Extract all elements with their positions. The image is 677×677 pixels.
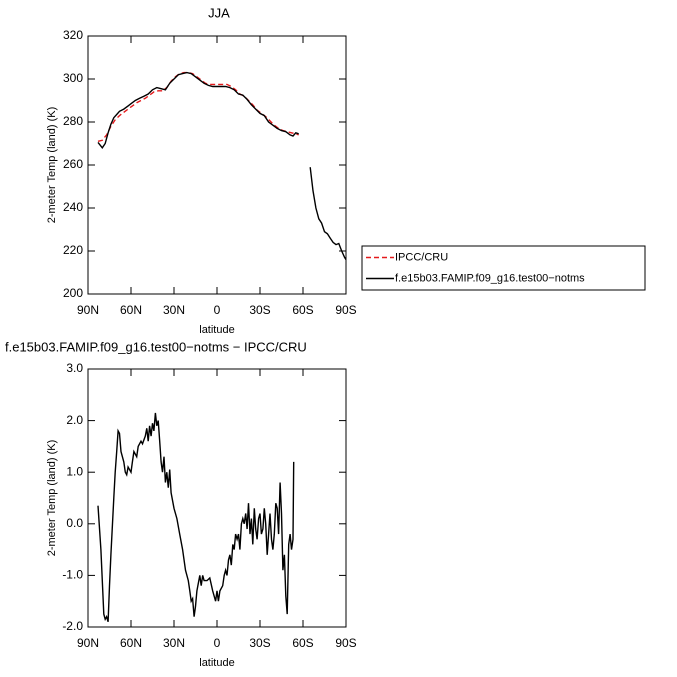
x-tick-label: 30S — [249, 303, 270, 317]
x-tick-label: 0 — [214, 303, 221, 317]
y-tick-label: 0.0 — [66, 516, 83, 530]
data-line — [97, 412, 295, 622]
plot-frame — [87, 35, 347, 295]
x-tick-label: 90N — [77, 636, 99, 650]
y-tick-label: 240 — [63, 200, 83, 214]
y-tick-label: -2.0 — [62, 619, 83, 633]
x-tick-label: 60N — [120, 636, 142, 650]
x-axis-label: latitude — [199, 324, 234, 336]
x-tick-label: 90N — [77, 303, 99, 317]
x-tick-label: 90S — [335, 303, 356, 317]
legend: IPCC/CRU f.e15b03.FAMIP.f09_g16.test00−no… — [361, 245, 646, 291]
y-tick-label: 200 — [63, 286, 83, 300]
panel: JJA latitude 2-meter Temp (land) (K) 200 220… — [46, 5, 646, 336]
chart-title: f.e15b03.FAMIP.f09_g16.test00−notms − IP… — [5, 339, 307, 354]
y-tick-label: 320 — [63, 28, 83, 42]
x-tick-label: 30N — [163, 303, 185, 317]
x-tick-label: 30N — [163, 636, 185, 650]
legend-box — [361, 245, 646, 291]
legend-label: IPCC/CRU — [395, 251, 448, 263]
plot-frame — [87, 368, 347, 628]
y-tick-label: 280 — [63, 114, 83, 128]
x-axis-label: latitude — [199, 657, 234, 669]
x-tick-label: 30S — [249, 636, 270, 650]
data-line — [97, 71, 347, 260]
legend-label: f.e15b03.FAMIP.f09_g16.test00−notms — [395, 272, 585, 284]
y-axis-label: 2-meter Temp (land) (K) — [46, 107, 58, 224]
chart-title: JJA — [208, 5, 230, 20]
y-axis-label: 2-meter Temp (land) (K) — [46, 440, 58, 557]
panel: f.e15b03.FAMIP.f09_g16.test00−notms − IP… — [5, 339, 357, 668]
x-tick-label: 90S — [335, 636, 356, 650]
y-tick-label: 2.0 — [66, 413, 83, 427]
x-tick-label: 60N — [120, 303, 142, 317]
y-tick-label: 1.0 — [66, 464, 83, 478]
x-tick-label: 60S — [292, 636, 313, 650]
y-tick-label: -1.0 — [62, 568, 83, 582]
y-tick-label: 220 — [63, 243, 83, 257]
data-line — [97, 71, 299, 142]
y-tick-label: 300 — [63, 71, 83, 85]
y-tick-label: 260 — [63, 157, 83, 171]
x-tick-label: 0 — [214, 636, 221, 650]
y-tick-label: 3.0 — [66, 361, 83, 375]
x-tick-label: 60S — [292, 303, 313, 317]
